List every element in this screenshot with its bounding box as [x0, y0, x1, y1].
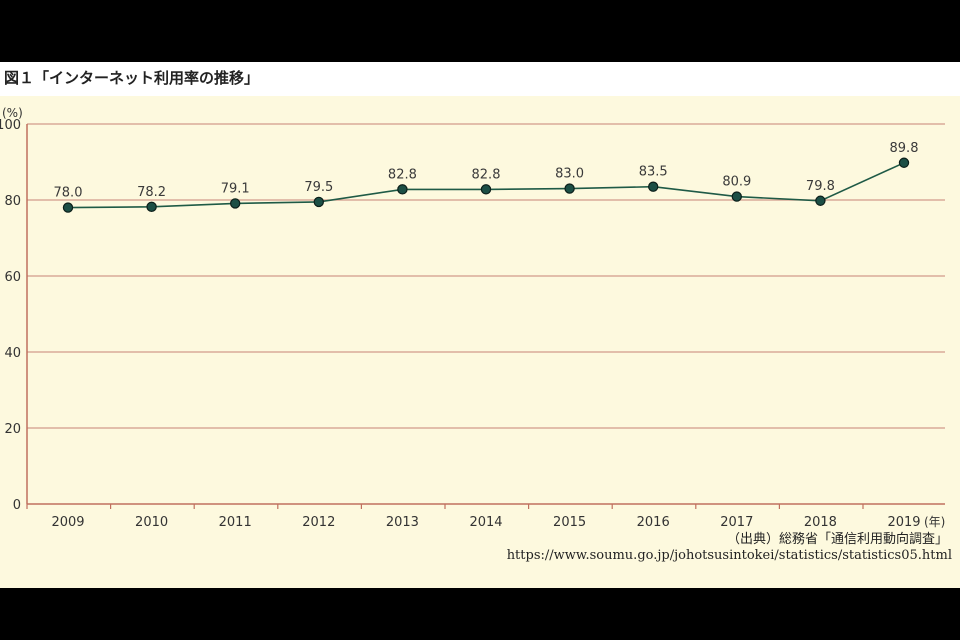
data-label-2017: 80.9: [722, 175, 751, 190]
data-label-2015: 83.0: [555, 167, 584, 182]
source-citation: （出典）総務省「通信利用動向調査」: [726, 532, 948, 547]
x-tick-label-2009: 2009: [51, 515, 84, 530]
x-tick-label-2012: 2012: [302, 515, 335, 530]
x-tick-label-2015: 2015: [553, 515, 586, 530]
y-tick-label-20: 20: [4, 422, 21, 437]
data-point-2015: [564, 183, 575, 194]
y-axis-unit-label: (%): [2, 106, 23, 120]
source-url: https://www.soumu.go.jp/johotsusintokei/…: [506, 548, 952, 563]
x-tick-label-2017: 2017: [720, 515, 753, 530]
data-label-2013: 82.8: [388, 167, 417, 182]
x-tick-label-2013: 2013: [386, 515, 419, 530]
x-tick-label-2018: 2018: [804, 515, 837, 530]
data-point-2009: [62, 202, 74, 213]
y-tick-label-60: 60: [4, 270, 21, 285]
data-label-2012: 79.5: [304, 180, 333, 195]
y-tick-label-40: 40: [4, 346, 21, 361]
axes: 0 20 40 60 80 100(%) 2009 2010 2011 2012 2013 2014 2…: [0, 106, 945, 530]
data-point-2013: [397, 184, 408, 195]
data-label-2019: 89.8: [890, 141, 919, 156]
data-label-2016: 83.5: [639, 165, 668, 180]
x-tick-label-2014: 2014: [469, 515, 502, 530]
data-label-2014: 82.8: [472, 167, 501, 182]
data-label-2010: 78.2: [137, 185, 166, 200]
x-tick-label-2016: 2016: [637, 515, 670, 530]
y-tick-label-80: 80: [4, 194, 21, 209]
title-strip: 図１「インターネット利用率の推移」: [0, 62, 960, 96]
data-point-2017: [731, 191, 743, 202]
data-point-2018: [815, 195, 826, 206]
data-label-2011: 79.1: [221, 181, 250, 196]
chart-title: 図１「インターネット利用率の推移」: [4, 69, 260, 87]
y-tick-label-100: 100: [0, 118, 21, 133]
data-points: [62, 157, 910, 213]
chart-figure: 図１「インターネット利用率の推移」 0 20 40 60 80 100 (%) 2009 201…: [0, 62, 960, 588]
line-chart: 0 20 40 60 80 100(%) 2009 2010 2011 2012 2013 2014 2…: [0, 106, 945, 530]
data-point-2014: [480, 184, 492, 195]
x-axis-unit-label: (年): [924, 515, 945, 529]
x-tick-label-2019: 2019: [887, 515, 920, 530]
x-tick-label-2011: 2011: [219, 515, 252, 530]
y-tick-label-0: 0: [13, 498, 21, 513]
data-label-2009: 78.0: [54, 186, 83, 201]
x-tick-label-2010: 2010: [135, 515, 168, 530]
data-point-2011: [229, 198, 241, 209]
data-labels: 78.0 78.2 79.1 79.5 82.8 82.8 83.0 83.5 80.9 79.8…: [54, 141, 919, 201]
data-point-2010: [146, 201, 157, 213]
data-point-2012: [313, 196, 324, 208]
data-label-2018: 79.8: [806, 179, 835, 194]
data-point-2016: [648, 181, 659, 192]
data-point-2019: [898, 157, 910, 168]
